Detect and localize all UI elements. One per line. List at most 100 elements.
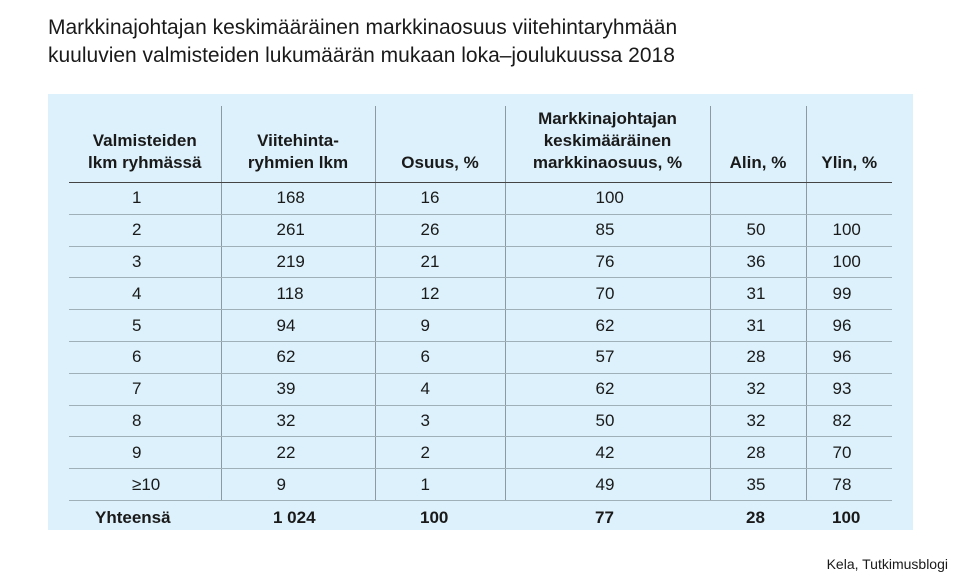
cell-max: 96 <box>806 309 892 342</box>
col-header-line: Osuus, % <box>401 153 479 172</box>
total-group-count: 1 024 <box>221 499 375 535</box>
cell-group-count: 32 <box>221 405 376 438</box>
cell-group-size: 4 <box>69 277 222 311</box>
cell-share: 6 <box>375 341 506 374</box>
title-line-2: kuuluvien valmisteiden lukumäärän mukaan… <box>48 44 675 67</box>
cell-group-size: 2 <box>69 214 222 247</box>
cell-max: 82 <box>806 405 892 438</box>
cell-share: 1 <box>375 468 506 501</box>
col-header-line: Markkinajohtajan <box>538 109 677 128</box>
col-header-line: lkm ryhmässä <box>88 153 202 172</box>
table-row: 3 219 21 76 36 100 <box>69 246 892 279</box>
cell-leader-share: 42 <box>505 436 711 470</box>
total-label: Yhteensä <box>69 499 221 535</box>
cell-group-size: 5 <box>69 309 222 342</box>
cell-share: 9 <box>375 309 506 342</box>
cell-share: 2 <box>375 436 506 470</box>
col-header-line: ryhmien lkm <box>247 153 349 172</box>
table-row: ≥10 9 1 49 35 78 <box>69 468 892 501</box>
cell-group-size: 7 <box>69 373 222 406</box>
cell-share: 4 <box>375 373 506 406</box>
col-header-share: Osuus, % <box>375 106 506 183</box>
cell-min: 36 <box>710 246 807 279</box>
table-row: 5 94 9 62 31 96 <box>69 309 892 342</box>
table-row: 2 261 26 85 50 100 <box>69 214 892 247</box>
table-body: 1 168 16 100 2 261 26 85 50 100 3 219 21 76 36 100 4 118 1… <box>69 182 892 501</box>
cell-group-count: 219 <box>221 246 376 279</box>
cell-leader-share: 62 <box>505 309 711 342</box>
col-header-leader-share: Markkinajohtajan keskimääräinen markkina… <box>505 106 711 183</box>
cell-min <box>710 182 807 215</box>
header-row: Valmisteiden lkm ryhmässä Viitehinta- ry… <box>69 106 892 183</box>
cell-group-size: 6 <box>69 341 222 374</box>
cell-min: 32 <box>710 373 807 406</box>
source-credit: Kela, Tutkimusblogi <box>826 556 948 572</box>
cell-leader-share: 57 <box>505 341 711 374</box>
table-row: 6 62 6 57 28 96 <box>69 341 892 374</box>
col-header-max: Ylin, % <box>806 106 892 183</box>
col-header-line: markkinaosuus, % <box>532 153 683 172</box>
cell-share: 26 <box>375 214 506 247</box>
cell-max: 78 <box>806 468 892 501</box>
cell-group-size: ≥10 <box>69 468 222 501</box>
cell-group-count: 9 <box>221 468 376 501</box>
data-table: Valmisteiden lkm ryhmässä Viitehinta- ry… <box>69 106 892 535</box>
cell-share: 16 <box>375 182 506 215</box>
cell-group-count: 261 <box>221 214 376 247</box>
cell-group-size: 3 <box>69 246 222 279</box>
cell-max: 100 <box>806 214 892 247</box>
cell-leader-share: 49 <box>505 468 711 501</box>
cell-max: 93 <box>806 373 892 406</box>
table-row: 1 168 16 100 <box>69 182 892 215</box>
table-panel: Valmisteiden lkm ryhmässä Viitehinta- ry… <box>48 94 913 535</box>
cell-group-count: 62 <box>221 341 376 374</box>
cell-leader-share: 76 <box>505 246 711 279</box>
col-header-line: Ylin, % <box>821 153 878 172</box>
total-row: Yhteensä 1 024 100 77 28 100 <box>69 499 892 535</box>
col-header-group-count: Viitehinta- ryhmien lkm <box>221 106 376 183</box>
cell-leader-share: 100 <box>505 182 711 215</box>
cell-leader-share: 62 <box>505 373 711 406</box>
col-header-min: Alin, % <box>710 106 807 183</box>
table-row: 8 32 3 50 32 82 <box>69 405 892 438</box>
cell-max <box>806 182 892 215</box>
cell-max: 100 <box>806 246 892 279</box>
cell-group-size: 1 <box>69 182 222 215</box>
cell-group-count: 168 <box>221 182 376 215</box>
total-leader-share: 77 <box>505 499 710 535</box>
cell-min: 35 <box>710 468 807 501</box>
cell-share: 12 <box>375 277 506 311</box>
table-row: 4 118 12 70 31 99 <box>69 277 892 311</box>
cell-min: 28 <box>710 436 807 470</box>
col-header-line: keskimääräinen <box>543 131 672 150</box>
total-max: 100 <box>806 499 892 535</box>
cell-max: 96 <box>806 341 892 374</box>
col-header-group-size: Valmisteiden lkm ryhmässä <box>69 106 222 183</box>
cell-group-size: 9 <box>69 436 222 470</box>
cell-max: 99 <box>806 277 892 311</box>
cell-share: 3 <box>375 405 506 438</box>
title-line-1: Markkinajohtajan keskimääräinen markkina… <box>48 16 678 39</box>
cell-group-count: 94 <box>221 309 376 342</box>
cell-min: 28 <box>710 341 807 374</box>
cell-leader-share: 85 <box>505 214 711 247</box>
cell-leader-share: 50 <box>505 405 711 438</box>
cell-min: 31 <box>710 309 807 342</box>
col-header-line: Alin, % <box>729 153 787 172</box>
col-header-line: Viitehinta- <box>257 131 339 150</box>
cell-group-count: 39 <box>221 373 376 406</box>
cell-min: 31 <box>710 277 807 311</box>
table-row: 7 39 4 62 32 93 <box>69 373 892 406</box>
cell-group-size: 8 <box>69 405 222 438</box>
total-share: 100 <box>375 499 505 535</box>
chart-title: Markkinajohtajan keskimääräinen markkina… <box>48 14 928 70</box>
cell-group-count: 22 <box>221 436 376 470</box>
cell-leader-share: 70 <box>505 277 711 311</box>
cell-min: 32 <box>710 405 807 438</box>
cell-max: 70 <box>806 436 892 470</box>
cell-min: 50 <box>710 214 807 247</box>
cell-share: 21 <box>375 246 506 279</box>
col-header-line: Valmisteiden <box>92 131 197 150</box>
total-min: 28 <box>710 499 806 535</box>
table-row: 9 22 2 42 28 70 <box>69 436 892 470</box>
